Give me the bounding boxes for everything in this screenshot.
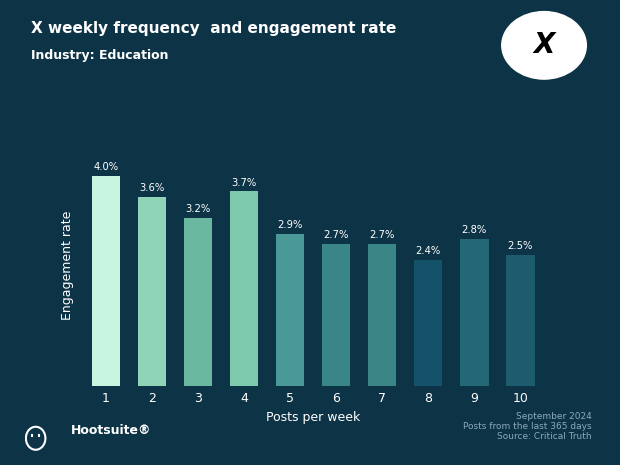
Bar (138, 197, 166, 386)
Text: Industry: Education: Industry: Education (31, 49, 169, 62)
Bar (506, 254, 534, 386)
Text: 2.5%: 2.5% (508, 241, 533, 251)
Bar (414, 260, 443, 386)
Bar (322, 244, 350, 386)
X-axis label: Posts per week: Posts per week (266, 412, 360, 425)
Y-axis label: Engagement rate: Engagement rate (61, 210, 74, 320)
Text: 4.0%: 4.0% (94, 162, 118, 172)
Text: 2.9%: 2.9% (277, 220, 303, 230)
Text: September 2024
Posts from the last 365 days
Source: Critical Truth: September 2024 Posts from the last 365 d… (464, 412, 592, 441)
Bar (184, 218, 212, 386)
Bar (460, 239, 489, 386)
Text: 3.2%: 3.2% (185, 204, 211, 214)
Text: X weekly frequency  and engagement rate: X weekly frequency and engagement rate (31, 21, 396, 36)
Text: 3.7%: 3.7% (231, 178, 257, 188)
Bar (230, 192, 259, 386)
Text: X: X (533, 31, 555, 60)
Bar (276, 233, 304, 386)
Text: 2.7%: 2.7% (370, 230, 395, 240)
Bar (92, 176, 120, 386)
Text: 2.4%: 2.4% (415, 246, 441, 256)
Bar (368, 244, 396, 386)
Text: Hootsuite®: Hootsuite® (71, 424, 152, 437)
Text: 3.6%: 3.6% (140, 183, 164, 193)
Text: 2.7%: 2.7% (324, 230, 349, 240)
Ellipse shape (502, 12, 587, 79)
Text: 2.8%: 2.8% (462, 225, 487, 235)
